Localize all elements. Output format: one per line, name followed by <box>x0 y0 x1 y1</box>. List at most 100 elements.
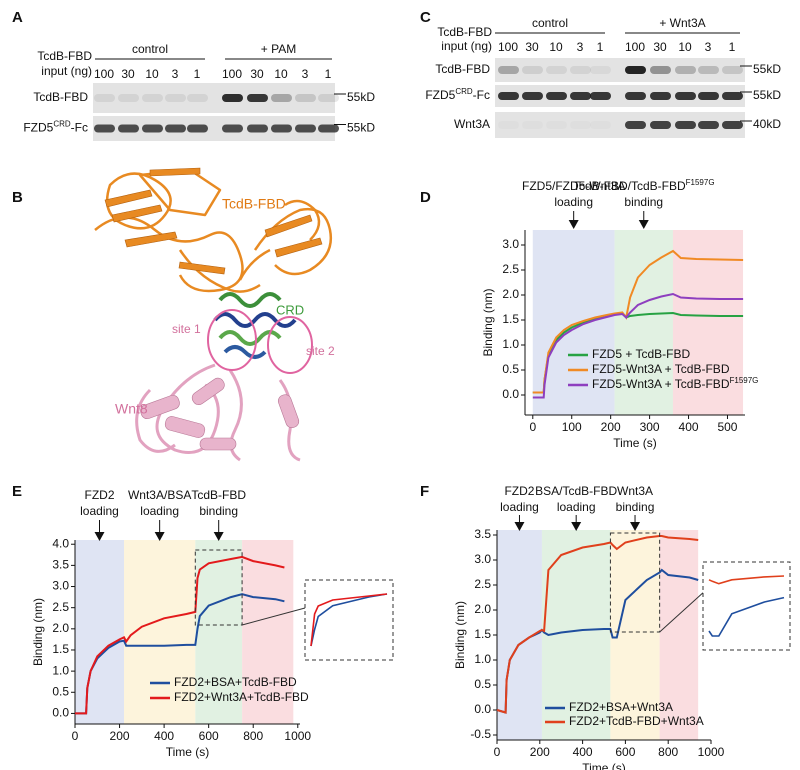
band <box>118 94 139 102</box>
text-part: FZD2+BSA+TcdB-FBD <box>174 675 297 689</box>
y-tick-label: 3.5 <box>52 558 69 572</box>
series-line <box>496 535 699 714</box>
legend-label: FZD2+BSA+Wnt3A <box>569 700 673 714</box>
band <box>675 92 696 100</box>
text-part: Wnt3A <box>454 117 490 131</box>
band <box>722 121 743 129</box>
text-part: loading <box>557 500 596 514</box>
panel-letter: A <box>12 9 23 26</box>
band <box>722 92 743 100</box>
row-label: FZD5CRD-Fc <box>23 119 88 135</box>
band <box>675 66 696 74</box>
band <box>625 66 646 74</box>
lane-label: 100 <box>625 40 645 54</box>
group-label: control <box>132 42 168 56</box>
arrow-head <box>514 522 525 531</box>
annotation: loading <box>500 500 539 514</box>
y-tick-label: 2.0 <box>502 287 519 301</box>
x-tick-label: 1000 <box>284 729 311 743</box>
lane-label: 1 <box>729 40 736 54</box>
marker-label: 55kD <box>753 62 781 76</box>
y-tick-label: 0.0 <box>502 387 519 401</box>
band <box>318 94 339 102</box>
x-tick-label: 400 <box>679 420 699 434</box>
lane-label: 10 <box>274 67 288 81</box>
arrow-head <box>94 532 105 541</box>
input-label: TcdB-FBD <box>37 49 92 63</box>
legend-label: FZD5-Wnt3A + TcdB-FBDF1597G <box>592 376 758 392</box>
phase-region <box>75 540 125 724</box>
phase-region <box>242 540 294 724</box>
y-tick-label: 0.0 <box>474 702 491 716</box>
y-tick-label: 2.5 <box>502 262 519 276</box>
row-label: TcdB-FBD <box>33 90 88 104</box>
text-part: TcdB-FBD <box>191 488 246 502</box>
x-axis-title: Time (s) <box>166 745 210 759</box>
group-label: + Wnt3A <box>659 16 705 30</box>
group-label: + PAM <box>261 42 296 56</box>
band <box>295 124 316 133</box>
group-label: control <box>532 16 568 30</box>
row-label: FZD5CRD-Fc <box>425 87 490 103</box>
y-tick-label: 4.0 <box>52 536 69 550</box>
row-label: TcdB-FBD <box>435 62 490 76</box>
band <box>522 121 543 129</box>
annotation: loading <box>80 504 119 518</box>
band <box>570 66 591 74</box>
lane-label: 3 <box>577 40 584 54</box>
structure-label: site 1 <box>172 322 201 336</box>
arrow-head <box>568 220 579 229</box>
y-tick-label: 1.5 <box>52 642 69 656</box>
text-part: Wnt3A/BSA <box>128 488 191 502</box>
band <box>271 94 292 102</box>
lane-label: 10 <box>678 40 692 54</box>
structure-label: site 2 <box>306 344 335 358</box>
band <box>165 94 186 102</box>
lane-label: 30 <box>653 40 667 54</box>
y-tick-label: 0.0 <box>52 706 69 720</box>
series-line <box>532 292 744 399</box>
band <box>222 94 243 102</box>
annotation: loading <box>557 500 596 514</box>
lane-label: 100 <box>498 40 518 54</box>
band <box>570 92 591 100</box>
x-tick-label: 500 <box>717 420 737 434</box>
input-label: input (ng) <box>41 64 92 78</box>
y-tick-label: 2.0 <box>474 602 491 616</box>
panel-letter: B <box>12 189 23 206</box>
panel-letter: E <box>12 483 22 500</box>
text-part: -Fc <box>71 121 88 135</box>
panel-letter: C <box>420 9 431 26</box>
annotation: TcdB-FBD <box>191 488 246 502</box>
lane-label: 3 <box>705 40 712 54</box>
panel-letter: D <box>420 189 431 206</box>
text-part: binding <box>199 504 238 518</box>
zoom-box <box>194 549 243 626</box>
band <box>590 66 611 74</box>
x-tick-label: 800 <box>243 729 263 743</box>
superscript: CRD <box>455 87 473 96</box>
marker-label: 55kD <box>347 90 375 104</box>
text-part: FZD5-Wnt3A + TcdB-FBD <box>592 377 730 391</box>
text-part: FZD2+BSA+Wnt3A <box>569 700 673 714</box>
y-tick-label: 1.0 <box>52 663 69 677</box>
blot-strip <box>495 85 745 107</box>
lane-label: 1 <box>194 67 201 81</box>
text-part: binding <box>624 195 663 209</box>
lane-label: 1 <box>597 40 604 54</box>
x-tick-label: 600 <box>199 729 219 743</box>
band <box>247 94 268 102</box>
y-tick-label: 3.5 <box>474 527 491 541</box>
band <box>94 94 115 102</box>
inset-connector <box>659 592 704 633</box>
y-tick-label: -0.5 <box>470 727 491 741</box>
x-tick-label: 800 <box>658 745 678 759</box>
annotation: FZD2 <box>504 484 534 498</box>
input-label: input (ng) <box>441 39 492 53</box>
y-tick-label: 3.0 <box>502 237 519 251</box>
panel-letter: F <box>420 483 429 500</box>
band <box>698 92 719 100</box>
band <box>570 121 591 129</box>
text-part: FZD2 <box>85 488 115 502</box>
band <box>247 124 268 133</box>
